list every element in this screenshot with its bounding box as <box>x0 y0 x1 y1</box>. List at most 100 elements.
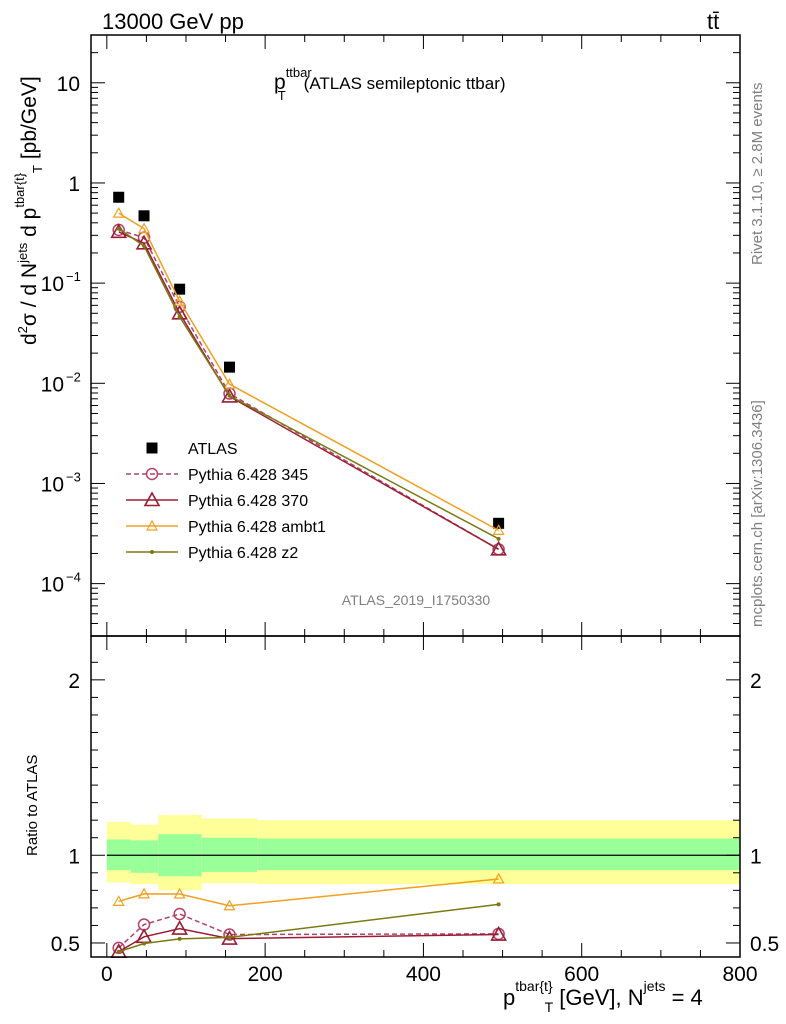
p345-point <box>145 467 159 481</box>
p370-point <box>143 491 161 507</box>
mcplots-label: mcplots.cern.ch [arXiv:1306.3436] <box>749 400 766 627</box>
p370-point <box>135 234 153 250</box>
ambt1-line <box>118 212 499 532</box>
rivet-label: Rivet 3.1.10, ≥ 2.8M events <box>749 83 766 266</box>
x-tick-label: 400 <box>406 963 441 986</box>
p345-line <box>118 229 499 550</box>
x-tick-label: 200 <box>248 963 283 986</box>
atlas-data-point <box>146 442 158 454</box>
y-tick-exponent: −2 <box>66 369 81 384</box>
y-tick-exponent: −1 <box>66 269 81 284</box>
ratio-y-tick-label-right: 0.5 <box>750 933 779 956</box>
ratio-y-tick-label-left: 1 <box>68 845 80 868</box>
atlas-data-point <box>224 361 236 373</box>
legend-label: Pythia 6.428 ambt1 <box>188 519 326 536</box>
z2-line <box>118 228 499 540</box>
legend-item-atlas: ATLAS <box>146 441 238 458</box>
ambt1-ratio-line <box>118 878 499 907</box>
legend-label: Pythia 6.428 z2 <box>188 545 298 562</box>
legend-label: Pythia 6.428 345 <box>188 467 308 484</box>
z2-point <box>496 902 501 907</box>
ambt1-point <box>173 294 186 306</box>
series-atlas <box>113 191 505 529</box>
legend-item-ambt1: Pythia 6.428 ambt1 <box>126 519 326 536</box>
z2-point <box>116 226 121 231</box>
x-axis-label: ptbar{t} T [GeV], Njets = 4 <box>503 978 703 1015</box>
y-tick-exponent: −4 <box>66 570 81 585</box>
legend-label: Pythia 6.428 370 <box>188 493 308 510</box>
legend-item-p345: Pythia 6.428 345 <box>126 467 308 484</box>
main-panel: pttbar T(ATLAS semileptonic ttbar) d2σ / … <box>12 34 741 637</box>
main-y-label: d2σ / d Njets d ptbar{t}T [pb/GeV] <box>12 76 45 345</box>
ratio-y-tick-label-right: 2 <box>750 670 762 693</box>
z2-point <box>116 949 121 954</box>
p370-point <box>490 540 507 556</box>
inner-band-segment <box>257 838 740 871</box>
y-tick-label: 10 <box>41 473 64 496</box>
series-z2 <box>116 226 501 541</box>
ambt1-point <box>492 872 505 884</box>
atlas-data-point <box>493 517 505 529</box>
legend-label: ATLAS <box>188 441 238 458</box>
z2-point <box>177 314 182 319</box>
ambt1-point <box>112 895 125 906</box>
ratio-frame <box>90 635 741 958</box>
p370-line <box>118 231 499 550</box>
process-label: tt̄ <box>707 9 719 34</box>
p345-point <box>173 907 186 921</box>
main-data-series <box>110 191 507 556</box>
ambt1-point <box>173 887 186 899</box>
ambt1-point <box>223 899 236 911</box>
ratio-y-tick-label-left: 0.5 <box>51 933 80 956</box>
x-tick-label: 0 <box>101 963 113 986</box>
ratio-series-ambt1 <box>112 872 505 911</box>
z2-point <box>150 550 154 554</box>
z2-point <box>142 941 147 946</box>
y-tick-label: 10 <box>41 273 64 296</box>
ratio-uncertainty-bands <box>106 814 740 891</box>
main-title: pttbar T(ATLAS semileptonic ttbar) <box>274 65 506 103</box>
series-p345 <box>112 223 505 556</box>
ratio-panel: 0.5 0.5 1 1 2 2 0 200 400 600 800 Ratio to ATLAS p… <box>24 635 779 1015</box>
ambt1-point <box>138 887 151 899</box>
ratio-y-tick-label-right: 1 <box>750 845 762 868</box>
ratio-y-label: Ratio to ATLAS <box>24 755 41 856</box>
ambt1-point <box>145 519 159 531</box>
y-tick-exponent: −3 <box>66 469 81 484</box>
x-tick-label: 800 <box>722 963 757 986</box>
legend: ATLAS Pythia 6.428 345 Pythia 6.428 370 Pyt… <box>126 441 326 562</box>
y-tick-label: 10 <box>57 73 80 96</box>
legend-item-z2: Pythia 6.428 z2 <box>126 545 298 562</box>
p370-point <box>171 919 189 935</box>
analysis-watermark: ATLAS_2019_I1750330 <box>342 592 491 608</box>
z2-point <box>142 243 147 248</box>
ratio-series-z2 <box>116 902 501 954</box>
z2-point <box>227 935 232 940</box>
inner-band-segment <box>130 840 159 873</box>
ambt1-point <box>492 524 505 535</box>
y-tick-label: 10 <box>41 574 64 597</box>
energy-label: 13000 GeV pp <box>102 9 244 34</box>
z2-point <box>496 536 501 541</box>
legend-item-p370: Pythia 6.428 370 <box>126 491 308 510</box>
z2-point <box>227 393 232 398</box>
series-p370 <box>110 223 507 556</box>
ambt1-point <box>138 222 151 234</box>
y-tick-label: 10 <box>41 373 64 396</box>
series-ambt1 <box>112 206 505 535</box>
ratio-y-tick-label-left: 2 <box>68 670 80 693</box>
ambt1-point <box>112 206 125 218</box>
p345-point <box>223 928 236 941</box>
y-tick-label: 1 <box>68 173 80 196</box>
ratio-data-series <box>110 872 507 959</box>
ambt1-point <box>223 377 236 389</box>
p370-point <box>490 925 507 941</box>
x-tick-label: 600 <box>564 963 599 986</box>
z2-point <box>177 936 182 941</box>
ratio-axis-ticks: 0.5 0.5 1 1 2 2 0 200 400 600 800 <box>51 636 779 986</box>
atlas-data-point <box>138 210 150 222</box>
p370-point <box>221 387 238 403</box>
atlas-data-point <box>113 191 125 203</box>
p370-ratio-line <box>118 927 499 953</box>
